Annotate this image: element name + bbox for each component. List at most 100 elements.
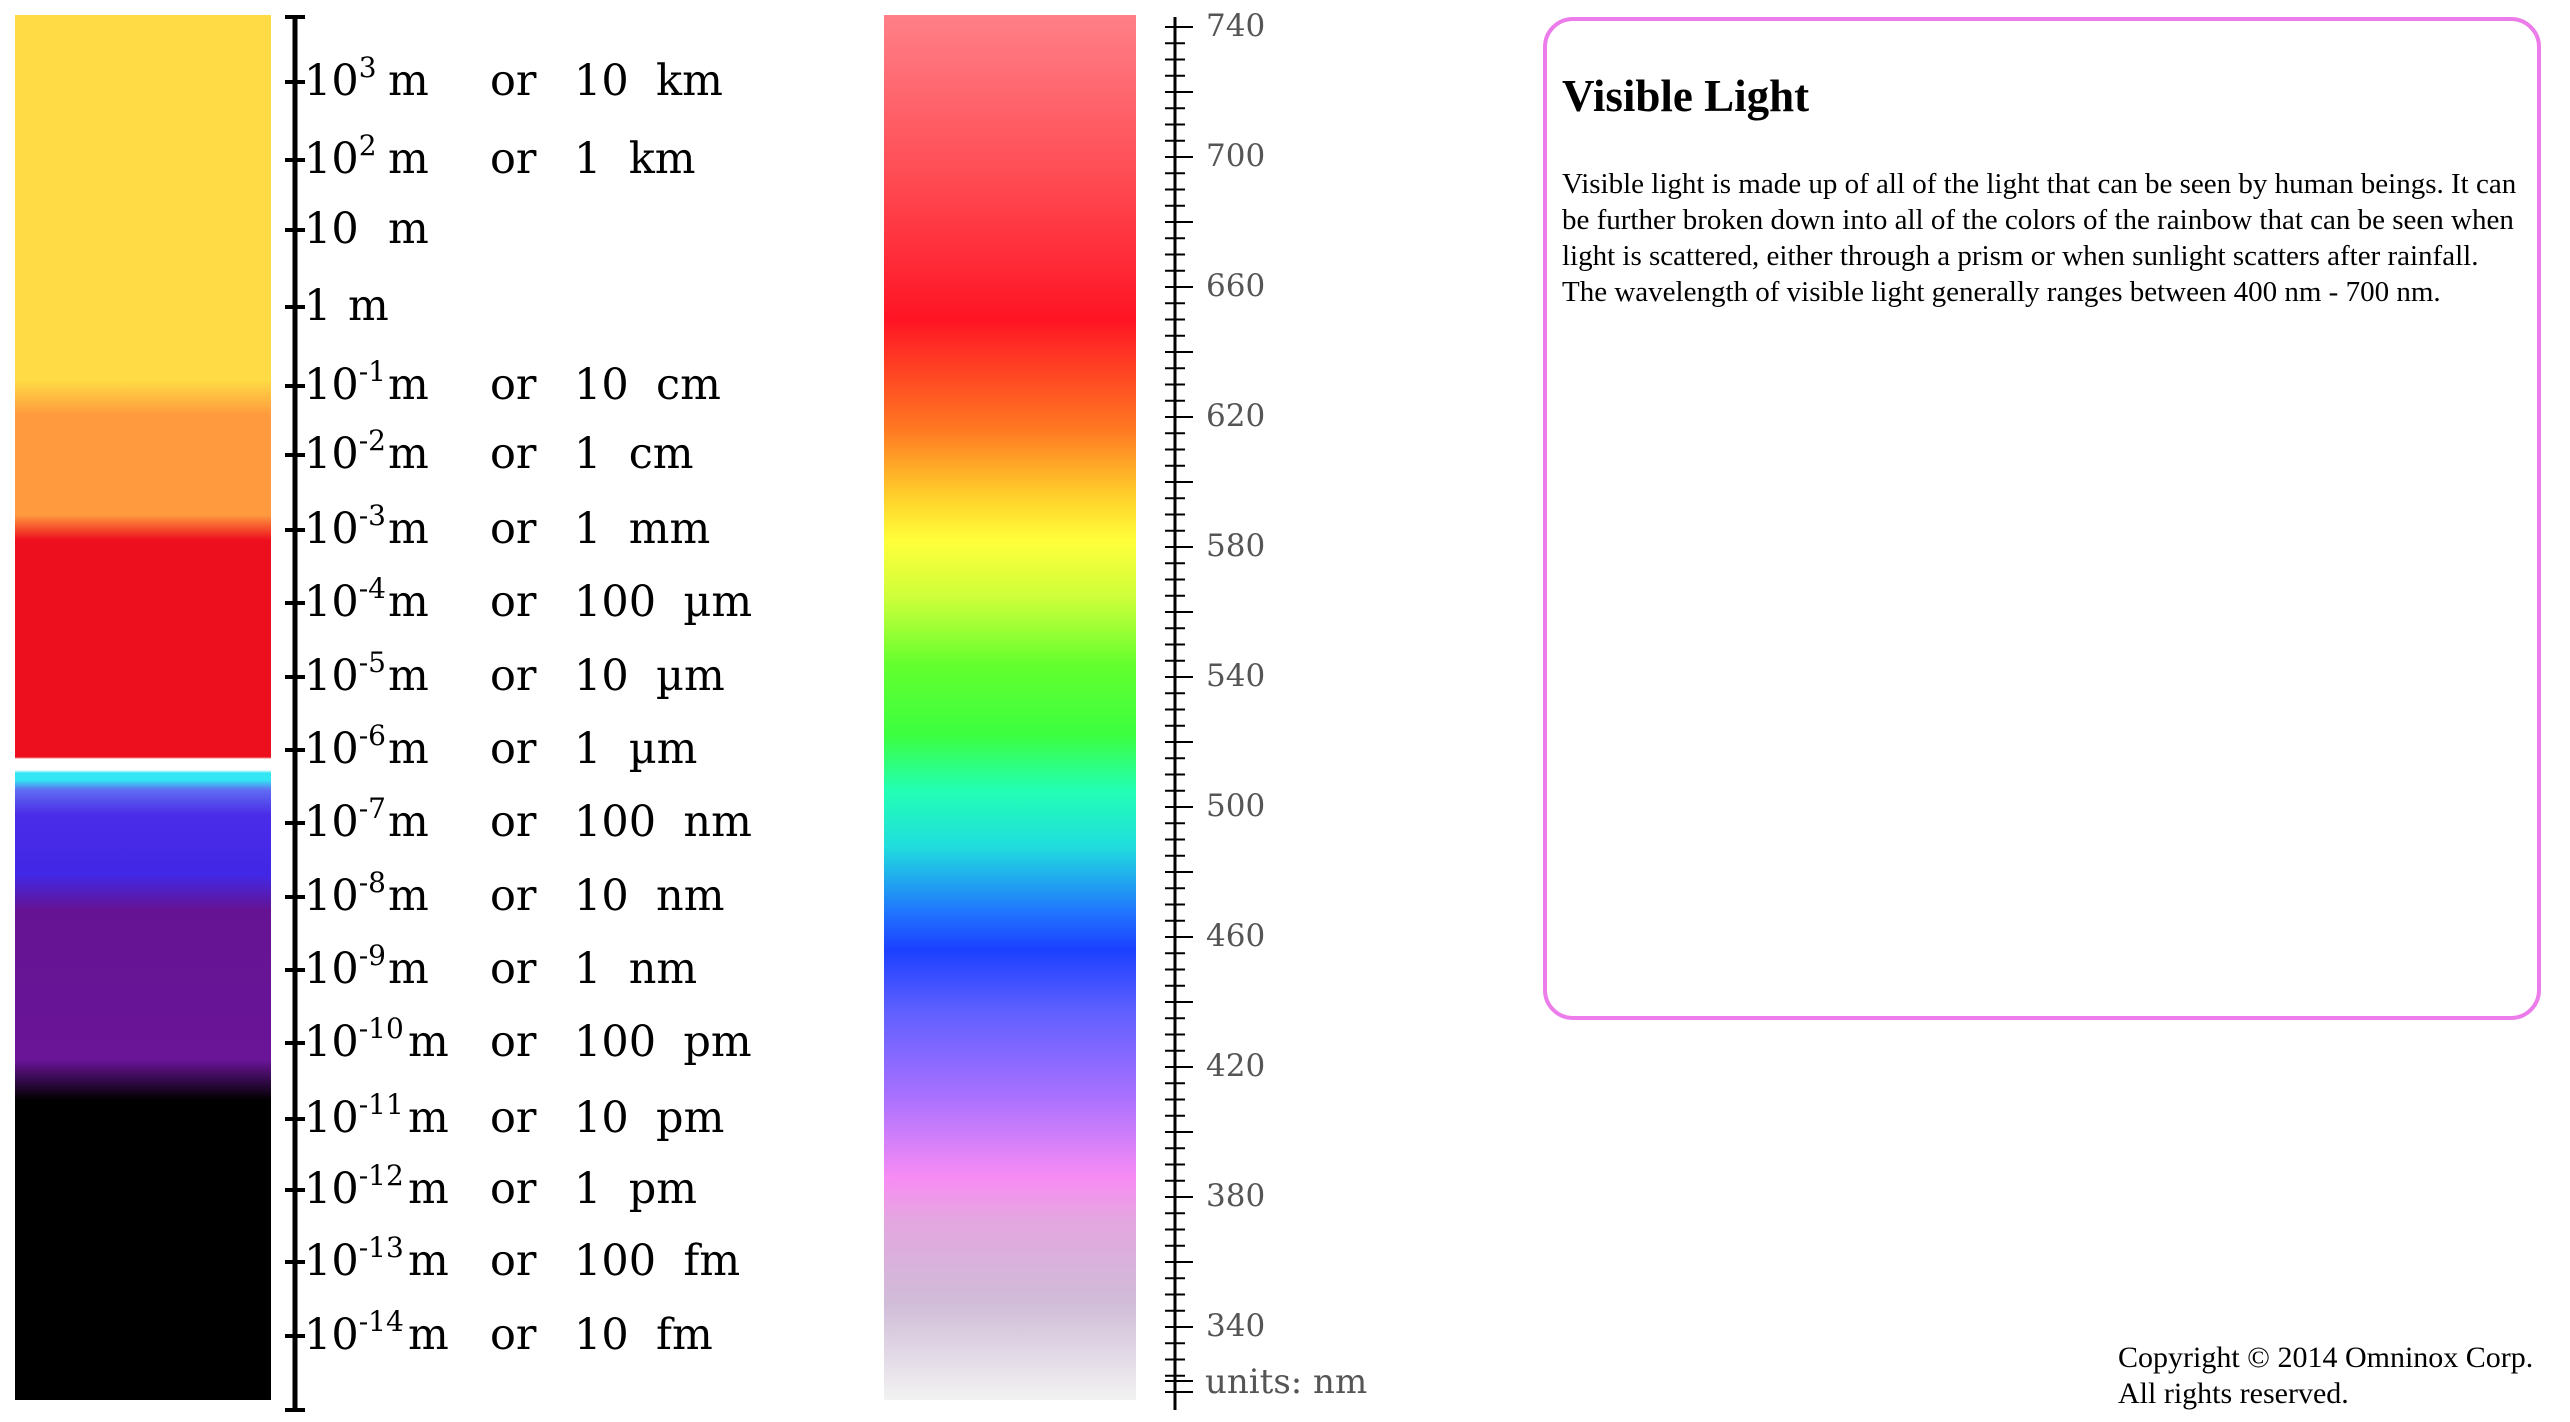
wavelength-label: 540 (1206, 658, 1266, 694)
wavelength-label: 660 (1206, 268, 1266, 304)
length-base: 10 (304, 204, 359, 254)
length-base: 10 (304, 134, 359, 184)
length-alt-value: 1 km (574, 134, 696, 184)
length-exponent: -13 (358, 1231, 404, 1264)
length-label: 10-8 m or 10 nm (304, 866, 725, 922)
copyright: Copyright © 2014 Omninox Corp. All right… (2118, 1340, 2533, 1412)
length-base: 10 (304, 1017, 359, 1067)
length-label: 10-10 m or 100 pm (304, 1012, 752, 1068)
length-alt-value: 1 cm (574, 429, 694, 479)
length-unit: m (388, 134, 429, 184)
length-alt-value: 1 mm (574, 504, 711, 554)
length-base: 10 (304, 56, 359, 106)
length-unit: m (388, 724, 429, 774)
length-base: 10 (304, 1164, 359, 1214)
length-conjunction: or (490, 1236, 537, 1286)
length-base: 10 (304, 797, 359, 847)
length-unit: m (388, 577, 429, 627)
wavelength-label: 420 (1206, 1048, 1266, 1084)
length-unit: m (388, 360, 429, 410)
length-conjunction: or (490, 944, 537, 994)
length-conjunction: or (490, 1310, 537, 1360)
wavelength-label: 340 (1206, 1308, 1266, 1344)
length-alt-value: 100 nm (574, 797, 752, 847)
info-panel (1543, 17, 2541, 1020)
length-unit: m (408, 1017, 449, 1067)
length-base: 10 (304, 1093, 359, 1143)
info-title: Visible Light (1562, 71, 1810, 121)
length-label: 10-12 m or 1 pm (304, 1159, 697, 1215)
units-label: units: nm (1205, 1362, 1368, 1402)
length-exponent: -8 (358, 866, 386, 899)
length-base: 10 (304, 577, 359, 627)
length-exponent: -4 (358, 572, 386, 605)
length-conjunction: or (490, 504, 537, 554)
wavelength-scale-axis (1165, 17, 1193, 1410)
wavelength-label: 460 (1206, 918, 1266, 954)
length-label: 10-11 m or 10 pm (304, 1088, 724, 1144)
length-unit: m (408, 1093, 449, 1143)
length-base: 10 (304, 871, 359, 921)
length-conjunction: or (490, 871, 537, 921)
length-alt-value: 100 pm (574, 1017, 752, 1067)
length-exponent: -14 (358, 1305, 404, 1338)
length-alt-value: 100 µm (574, 577, 753, 627)
length-base: 10 (304, 429, 359, 479)
length-conjunction: or (490, 724, 537, 774)
length-conjunction: or (490, 1164, 537, 1214)
length-label: 10-2 m or 1 cm (304, 424, 694, 480)
length-label: 10-3 m or 1 mm (304, 499, 710, 555)
length-exponent: 2 (358, 129, 377, 162)
length-alt-value: 100 fm (574, 1236, 741, 1286)
length-label: 102 m or 1 km (304, 129, 696, 185)
length-label: 103 m or 10 km (304, 51, 723, 107)
length-unit: m (408, 1236, 449, 1286)
wavelength-label: 740 (1206, 8, 1266, 44)
length-alt-value: 10 nm (574, 871, 725, 921)
length-conjunction: or (490, 651, 537, 701)
wavelength-label: 380 (1206, 1178, 1266, 1214)
length-exponent: -10 (358, 1012, 404, 1045)
length-alt-value: 10 µm (574, 651, 725, 701)
length-exponent: -7 (358, 792, 386, 825)
length-alt-value: 10 km (574, 56, 723, 106)
length-conjunction: or (490, 797, 537, 847)
length-base: 10 (304, 1236, 359, 1286)
length-unit: m (388, 797, 429, 847)
length-exponent: -2 (358, 424, 386, 457)
length-unit: m (388, 651, 429, 701)
length-exponent: -11 (358, 1088, 404, 1121)
length-label: 10-1 m or 10 cm (304, 355, 721, 411)
length-alt-value: 10 cm (574, 360, 721, 410)
length-alt-value: 10 pm (574, 1093, 725, 1143)
length-base: 10 (304, 724, 359, 774)
visible-spectrum-bar[interactable] (884, 15, 1136, 1400)
length-unit: m (408, 1310, 449, 1360)
length-exponent: -3 (358, 499, 386, 532)
length-label: 10-6 m or 1 µm (304, 719, 697, 775)
length-unit: m (388, 429, 429, 479)
length-exponent: -1 (358, 355, 386, 388)
wavelength-label: 700 (1206, 138, 1266, 174)
length-conjunction: or (490, 429, 537, 479)
rights-line: All rights reserved. (2118, 1377, 2349, 1410)
em-spectrum-band-bar[interactable] (15, 15, 271, 1400)
length-label: 10-4 m or 100 µm (304, 572, 752, 628)
length-exponent: 3 (358, 51, 377, 84)
length-unit: m (348, 281, 389, 331)
length-conjunction: or (490, 577, 537, 627)
length-alt-value: 10 fm (574, 1310, 713, 1360)
length-base: 10 (304, 1310, 359, 1360)
length-exponent: -6 (358, 719, 386, 752)
length-conjunction: or (490, 134, 537, 184)
length-base: 10 (304, 360, 359, 410)
length-label: 10-7 m or 100 nm (304, 792, 752, 848)
wavelength-label: 500 (1206, 788, 1266, 824)
length-label: 10 m (304, 208, 429, 251)
length-alt-value: 1 pm (574, 1164, 697, 1214)
length-conjunction: or (490, 56, 537, 106)
length-scale-axis (285, 15, 305, 1412)
length-unit: m (388, 871, 429, 921)
